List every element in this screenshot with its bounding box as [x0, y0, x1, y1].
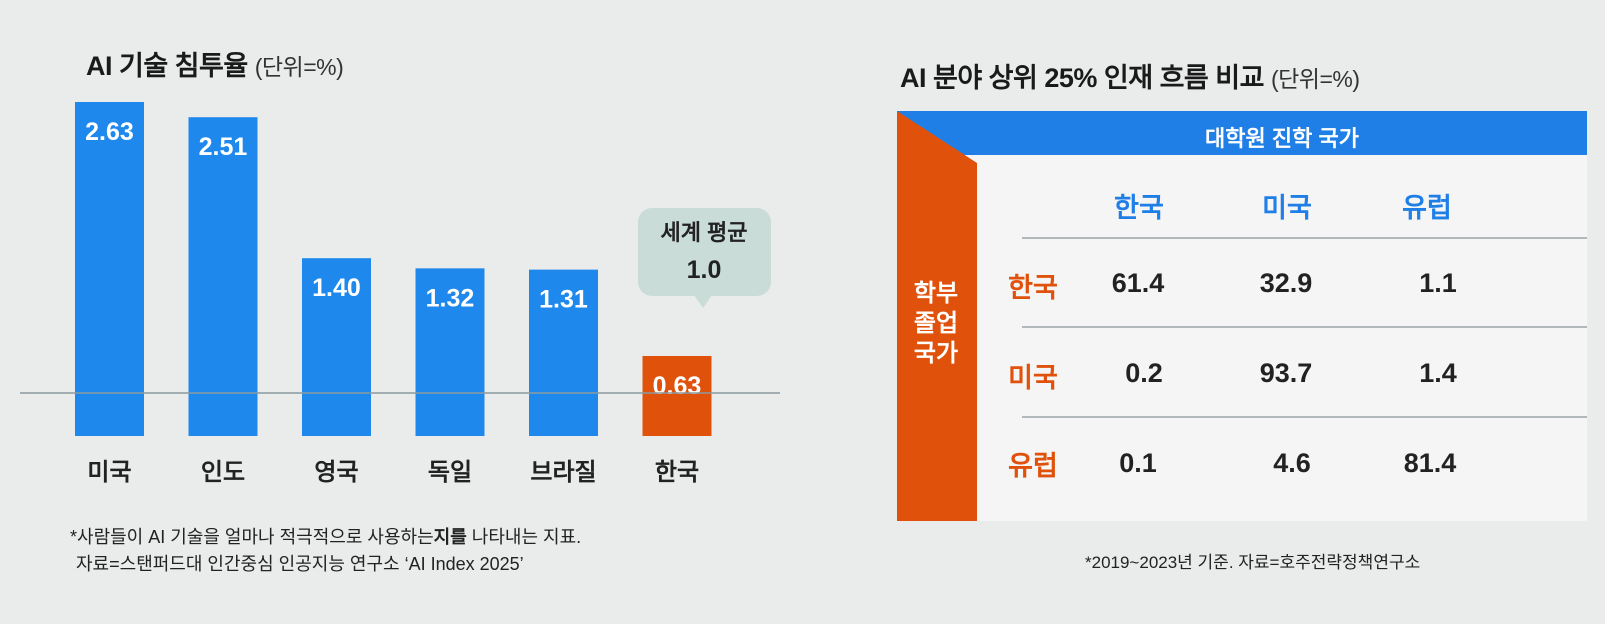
category-label: 미국 [87, 459, 131, 486]
bar-value-label: 1.40 [312, 274, 361, 302]
column-header-korea: 한국 [1114, 193, 1164, 223]
right-title-unit: (단위=%) [1270, 66, 1360, 92]
right-chart-title: AI 분야 상위 25% 인재 흐름 비교 (단위=%) [900, 56, 1360, 95]
bar-value-label: 0.63 [653, 372, 702, 400]
left-chart-title: AI 기술 침투율 (단위=%) [86, 44, 344, 83]
callout-value: 1.0 [687, 256, 722, 284]
bar [188, 117, 258, 437]
row-header-korea: 한국 [1008, 273, 1058, 303]
column-header-europe: 유럽 [1402, 193, 1452, 223]
column-header-usa: 미국 [1262, 193, 1312, 223]
undergrad-label: 학부 졸업 국가 [913, 280, 959, 367]
row-header-europe: 유럽 [1008, 451, 1058, 481]
table-cell: 93.7 [1259, 358, 1313, 388]
table-cell: 1.4 [1419, 358, 1457, 388]
category-label: 브라질 [530, 459, 596, 486]
table-cell: 0.1 [1119, 448, 1157, 478]
category-label: 영국 [314, 459, 358, 486]
undergrad-bar [897, 111, 977, 521]
grad-header-bar [897, 111, 1587, 155]
table-panel [897, 111, 1587, 521]
left-title-text: AI 기술 침투율 [86, 51, 248, 81]
average-callout [638, 208, 771, 296]
bar-value-label: 1.32 [426, 284, 475, 312]
left-title-unit: (단위=%) [254, 54, 344, 80]
grad-header-label: 대학원 진학 국가 [1205, 126, 1359, 151]
callout-pointer [694, 295, 712, 308]
table-cell: 0.2 [1125, 358, 1163, 388]
table-cell: 32.9 [1259, 268, 1313, 298]
bar [642, 355, 712, 436]
bar [302, 258, 371, 436]
bar-value-label: 2.51 [199, 133, 248, 161]
left-footnote-line2: 자료=스탠퍼드대 인간중심 인공지능 연구소 ‘AI Index 2025’ [76, 554, 524, 574]
table-cell: 81.4 [1403, 448, 1457, 478]
table-cell: 61.4 [1111, 268, 1165, 298]
bar-chart: 2.63 미국 2.51 인도 1.40 영국 1.32 독일 1.31 브라질 0.63 한국 세계 … [20, 101, 780, 486]
callout-label: 세계 평균 [660, 220, 747, 245]
category-label: 한국 [655, 459, 699, 486]
left-footnote: *사람들이 AI 기술을 얼마나 적극적으로 사용하는지를 나타내는 지표. 자… [70, 524, 581, 578]
bar [75, 101, 144, 437]
table-cell: 4.6 [1273, 448, 1311, 478]
left-footnote-line1: *사람들이 AI 기술을 얼마나 적극적으로 사용하는지를 나타내는 지표. [70, 527, 582, 547]
row-header-usa: 미국 [1008, 363, 1058, 393]
bar [415, 268, 485, 436]
table-background [897, 111, 1587, 521]
right-title-text: AI 분야 상위 25% 인재 흐름 비교 [900, 63, 1264, 93]
bar-value-label: 1.31 [539, 286, 588, 314]
table-cell: 1.1 [1419, 268, 1457, 298]
category-label: 독일 [428, 459, 472, 486]
bar-value-label: 2.63 [85, 118, 134, 146]
right-footnote: *2019~2023년 기준. 자료=호주전략정책연구소 [1085, 553, 1421, 572]
category-label: 인도 [201, 459, 245, 486]
talent-flow-table: 대학원 진학 국가 학부 졸업 국가 한국 미국 유럽 한국 미국 유럽 61.… [897, 111, 1587, 521]
bar [529, 269, 598, 436]
